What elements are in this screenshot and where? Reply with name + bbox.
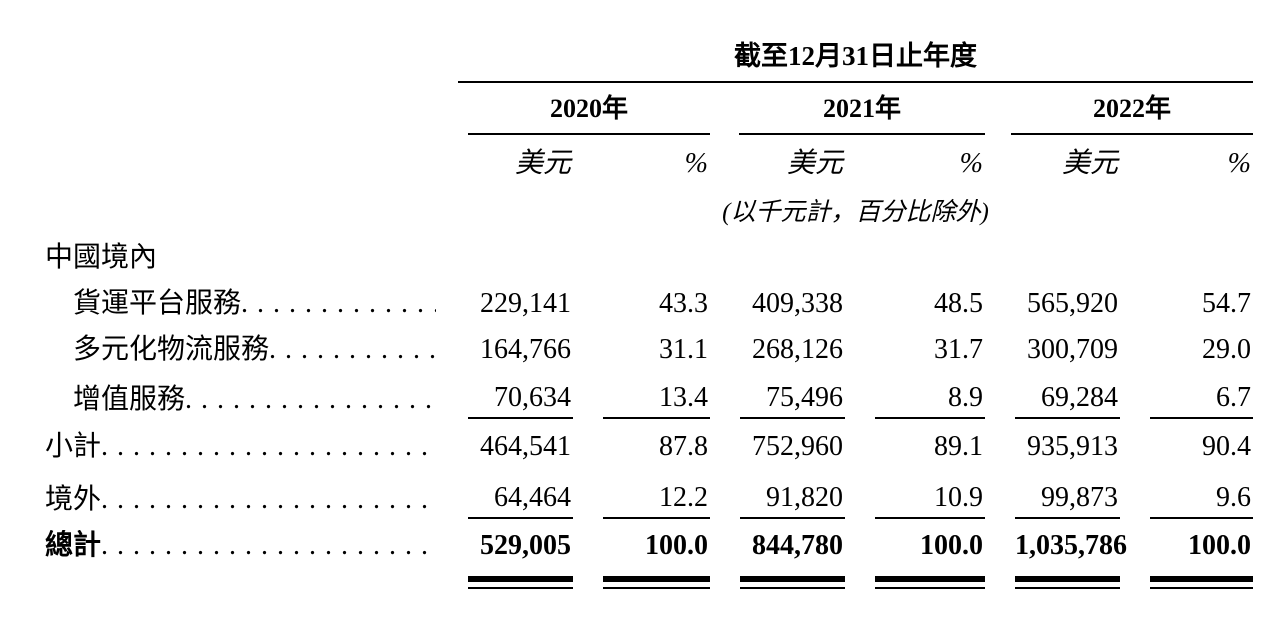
cell-pct-2022: 9.6 <box>1120 482 1253 519</box>
dot-leader <box>101 431 436 462</box>
year-header-row: 2020年 2021年 2022年 <box>45 81 1253 135</box>
cell-usd-2021: 75,496 <box>710 382 845 419</box>
cell-usd-2021: 268,126 <box>752 333 843 365</box>
cell-pct-2021: 10.9 <box>845 482 985 519</box>
dot-leader <box>185 384 436 415</box>
total-rule-row <box>45 565 1253 589</box>
row-freight-platform: 貨運平台服務 229,141 43.3 409,338 48.5 565,920… <box>45 277 1253 323</box>
unit-note-row: (以千元計，百分比除外) <box>45 183 1253 229</box>
year-group-2021: 2021年 <box>710 95 985 135</box>
cell-pct-2022: 100.0 <box>1188 529 1251 561</box>
dot-leader <box>241 288 436 319</box>
col-header-usd-2022: 美元 <box>1061 147 1118 179</box>
cell-usd-2021: 752,960 <box>752 430 843 462</box>
total-double-rule <box>710 567 845 589</box>
section-header-row: 中國境內 <box>45 229 1253 277</box>
cell-pct-2021: 100.0 <box>920 529 983 561</box>
total-double-rule <box>985 567 1120 589</box>
period-header: 截至12月31日止年度 <box>734 41 977 72</box>
col-header-pct-2022: % <box>1227 147 1251 179</box>
cell-usd-2022: 565,920 <box>1027 287 1118 319</box>
col-header-pct-2021: % <box>959 147 983 179</box>
row-label: 多元化物流服務 <box>45 334 458 369</box>
year-group-2022: 2022年 <box>985 95 1253 135</box>
table-header-row: 截至12月31日止年度 <box>45 41 1253 81</box>
cell-pct-2022: 6.7 <box>1120 382 1253 419</box>
row-label: 小計 <box>45 431 458 466</box>
cell-usd-2020: 229,141 <box>480 287 571 319</box>
year-header-2022: 2022年 <box>1011 95 1253 135</box>
row-diversified-logistics: 多元化物流服務 164,766 31.1 268,126 31.7 300,70… <box>45 323 1253 369</box>
row-label: 總計 <box>45 530 458 565</box>
total-double-rule <box>458 567 573 589</box>
cell-pct-2021: 48.5 <box>934 287 983 319</box>
cell-usd-2021: 91,820 <box>710 482 845 519</box>
row-label: 貨運平台服務 <box>45 288 458 323</box>
column-header-row: 美元 % 美元 % 美元 % <box>45 135 1253 183</box>
cell-usd-2022: 69,284 <box>985 382 1120 419</box>
dot-leader <box>101 530 436 561</box>
section-header-domestic: 中國境內 <box>45 241 158 273</box>
total-double-rule <box>845 567 985 589</box>
year-header-2021: 2021年 <box>739 95 985 135</box>
row-overseas: 境外 64,464 12.2 91,820 10.9 99,873 9.6 <box>45 466 1253 519</box>
row-value-added: 增值服務 70,634 13.4 75,496 8.9 69,284 6.7 <box>45 369 1253 419</box>
cell-usd-2021: 844,780 <box>752 529 843 561</box>
total-double-rule <box>1120 567 1253 589</box>
cell-pct-2022: 90.4 <box>1202 430 1251 462</box>
cell-usd-2022: 300,709 <box>1027 333 1118 365</box>
cell-pct-2020: 13.4 <box>573 382 710 419</box>
revenue-breakdown-table: 截至12月31日止年度 2020年 2021年 2022年 美元 % 美元 % … <box>45 41 1253 589</box>
col-header-usd-2020: 美元 <box>514 147 571 179</box>
cell-pct-2021: 31.7 <box>934 333 983 365</box>
col-header-pct-2020: % <box>684 147 708 179</box>
cell-usd-2020: 464,541 <box>480 430 571 462</box>
header-rule <box>458 81 1253 83</box>
dot-leader <box>101 484 436 515</box>
cell-usd-2022: 99,873 <box>985 482 1120 519</box>
cell-pct-2022: 29.0 <box>1202 333 1251 365</box>
cell-pct-2021: 89.1 <box>934 430 983 462</box>
cell-pct-2020: 87.8 <box>659 430 708 462</box>
cell-pct-2021: 8.9 <box>845 382 985 419</box>
cell-usd-2022: 935,913 <box>1027 430 1118 462</box>
dot-leader <box>269 334 436 365</box>
cell-pct-2020: 43.3 <box>659 287 708 319</box>
cell-pct-2020: 100.0 <box>645 529 708 561</box>
row-label: 增值服務 <box>45 384 458 419</box>
year-header-2020: 2020年 <box>468 95 710 135</box>
cell-usd-2020: 164,766 <box>480 333 571 365</box>
row-subtotal: 小計 464,541 87.8 752,960 89.1 935,913 90.… <box>45 419 1253 466</box>
cell-usd-2020: 70,634 <box>458 382 573 419</box>
cell-usd-2020: 529,005 <box>480 529 571 561</box>
row-total: 總計 529,005 100.0 844,780 100.0 1,035,786… <box>45 519 1253 565</box>
cell-usd-2021: 409,338 <box>752 287 843 319</box>
cell-pct-2022: 54.7 <box>1202 287 1251 319</box>
year-group-2020: 2020年 <box>458 95 710 135</box>
row-label: 境外 <box>45 484 458 519</box>
cell-usd-2022: 1,035,786 <box>1015 529 1127 561</box>
total-double-rule <box>573 567 710 589</box>
cell-usd-2020: 64,464 <box>458 482 573 519</box>
col-header-usd-2021: 美元 <box>786 147 843 179</box>
unit-note: (以千元計，百分比除外) <box>722 198 989 226</box>
cell-pct-2020: 31.1 <box>659 333 708 365</box>
cell-pct-2020: 12.2 <box>573 482 710 519</box>
